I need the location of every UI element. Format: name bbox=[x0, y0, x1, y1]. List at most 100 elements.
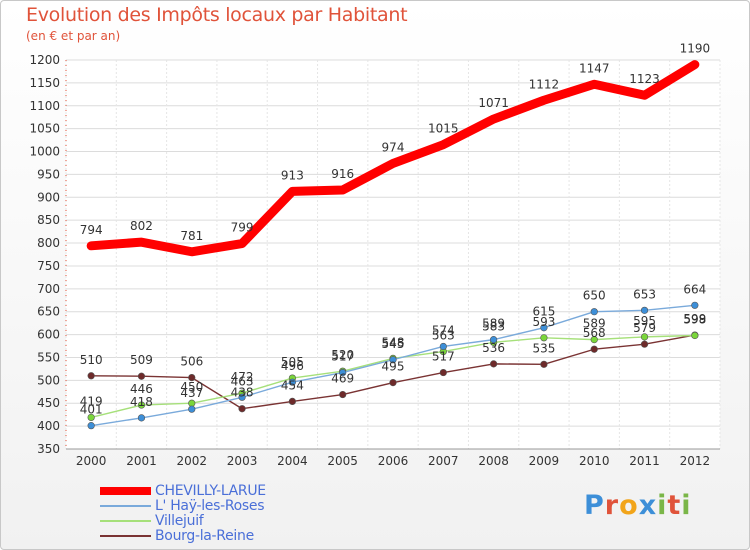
data-label-bourg-la-reine: 438 bbox=[231, 386, 254, 400]
y-tick-label: 550 bbox=[37, 350, 60, 364]
data-label-l-ha-les-roses: 496 bbox=[281, 359, 304, 373]
data-label-l-ha-les-roses: 653 bbox=[633, 287, 656, 301]
data-label-l-ha-les-roses: 418 bbox=[130, 395, 153, 409]
legend-swatch-villejuif bbox=[100, 520, 151, 522]
legend-swatch-lhay bbox=[100, 505, 151, 507]
data-label-villejuif: 446 bbox=[130, 382, 153, 396]
data-label-chevilly-larue: 1147 bbox=[579, 61, 610, 75]
data-label-bourg-la-reine: 568 bbox=[583, 326, 606, 340]
data-point-bourg-la-reine bbox=[439, 368, 447, 377]
data-label-bourg-la-reine: 510 bbox=[80, 353, 103, 367]
data-point-bourg-la-reine bbox=[188, 374, 196, 382]
x-tick-label: 2011 bbox=[629, 454, 660, 468]
data-point-bourg-la-reine bbox=[339, 390, 347, 399]
data-point-bourg-la-reine bbox=[590, 345, 598, 353]
legend-label-lhay: L' Haÿ-les-Roses bbox=[155, 498, 265, 514]
data-label-bourg-la-reine: 535 bbox=[532, 341, 555, 355]
y-tick-label: 600 bbox=[37, 328, 60, 342]
legend-swatch-chevilly bbox=[100, 487, 151, 495]
logo-letter: t bbox=[667, 490, 682, 521]
data-label-villejuif: 472 bbox=[231, 370, 254, 384]
data-point-bourg-la-reine bbox=[238, 405, 246, 413]
logo-letter: i bbox=[657, 490, 668, 521]
x-tick-label: 2009 bbox=[529, 454, 560, 468]
legend-label-villejuif: Villejuif bbox=[155, 513, 204, 529]
y-tick-label: 450 bbox=[37, 396, 60, 410]
x-tick-label: 2005 bbox=[327, 454, 358, 468]
data-label-villejuif: 419 bbox=[80, 394, 103, 408]
data-point-bourg-la-reine bbox=[490, 360, 498, 368]
logo-letter: P bbox=[584, 490, 605, 521]
data-point-bourg-la-reine bbox=[137, 372, 146, 380]
data-point-l-ha-les-roses bbox=[238, 393, 246, 401]
data-point-l-ha-les-roses bbox=[490, 336, 498, 344]
proxiti-logo: Proxiti bbox=[584, 490, 692, 521]
data-label-l-ha-les-roses: 615 bbox=[532, 305, 555, 319]
data-point-bourg-la-reine bbox=[389, 379, 397, 387]
data-label-l-ha-les-roses: 437 bbox=[180, 386, 203, 400]
data-label-bourg-la-reine: 509 bbox=[130, 353, 153, 367]
y-tick-label: 350 bbox=[37, 442, 60, 456]
data-point-villejuif bbox=[137, 401, 146, 409]
data-label-bourg-la-reine: 506 bbox=[180, 355, 203, 369]
data-label-chevilly-larue: 1015 bbox=[428, 122, 459, 136]
data-label-villejuif: 593 bbox=[532, 315, 555, 329]
data-label-l-ha-les-roses: 517 bbox=[331, 350, 354, 364]
x-tick-label: 2007 bbox=[428, 454, 459, 468]
data-point-l-ha-les-roses bbox=[691, 301, 699, 309]
data-point-bourg-la-reine bbox=[640, 340, 649, 348]
y-tick-label: 1050 bbox=[29, 122, 60, 136]
series-line-chevilly-larue bbox=[86, 60, 700, 257]
data-point-villejuif bbox=[590, 336, 598, 344]
x-tick-label: 2002 bbox=[176, 454, 207, 468]
data-label-villejuif: 563 bbox=[432, 329, 455, 343]
data-label-bourg-la-reine: 579 bbox=[633, 321, 656, 335]
data-label-villejuif: 589 bbox=[583, 317, 606, 331]
data-label-bourg-la-reine: 454 bbox=[281, 378, 304, 392]
logo-letter: x bbox=[638, 490, 658, 521]
data-label-villejuif: 583 bbox=[482, 319, 505, 333]
logo-letter: o bbox=[619, 490, 639, 521]
data-label-villejuif: 520 bbox=[331, 348, 354, 362]
data-label-chevilly-larue: 799 bbox=[231, 221, 254, 235]
data-point-villejuif bbox=[188, 399, 196, 407]
x-tick-label: 2006 bbox=[378, 454, 409, 468]
data-label-chevilly-larue: 781 bbox=[180, 229, 203, 243]
logo-letter: i bbox=[681, 490, 692, 521]
x-tick-label: 2001 bbox=[126, 454, 157, 468]
x-tick-label: 2008 bbox=[478, 454, 509, 468]
y-tick-label: 700 bbox=[37, 282, 60, 296]
data-label-bourg-la-reine: 599 bbox=[683, 312, 706, 326]
data-point-bourg-la-reine bbox=[288, 397, 296, 406]
data-point-l-ha-les-roses bbox=[339, 368, 347, 377]
data-point-l-ha-les-roses bbox=[87, 422, 95, 430]
data-point-l-ha-les-roses bbox=[590, 308, 598, 316]
data-label-l-ha-les-roses: 574 bbox=[432, 323, 455, 337]
data-label-bourg-la-reine: 536 bbox=[482, 341, 505, 355]
legend-label-bourg: Bourg-la-Reine bbox=[155, 528, 254, 544]
y-tick-label: 800 bbox=[37, 236, 60, 250]
y-tick-label: 1200 bbox=[29, 53, 60, 67]
chart-subtitle: (en € et par an) bbox=[26, 29, 121, 43]
data-label-chevilly-larue: 1123 bbox=[629, 72, 660, 86]
data-label-chevilly-larue: 802 bbox=[130, 219, 153, 233]
data-label-chevilly-larue: 916 bbox=[331, 167, 354, 181]
y-tick-label: 750 bbox=[37, 259, 60, 273]
data-label-l-ha-les-roses: 401 bbox=[80, 403, 103, 417]
data-point-villejuif bbox=[87, 413, 95, 422]
data-label-bourg-la-reine: 517 bbox=[432, 350, 455, 364]
data-label-chevilly-larue: 1071 bbox=[478, 96, 509, 110]
chart-title: Evolution des Impôts locaux par Habitant bbox=[26, 4, 408, 26]
data-point-villejuif bbox=[540, 334, 548, 342]
data-point-l-ha-les-roses bbox=[439, 342, 447, 351]
logo-letter: r bbox=[604, 490, 620, 521]
y-tick-label: 1000 bbox=[29, 145, 60, 159]
y-tick-label: 650 bbox=[37, 305, 60, 319]
data-label-l-ha-les-roses: 650 bbox=[583, 289, 606, 303]
data-label-villejuif: 598 bbox=[683, 313, 706, 327]
data-label-l-ha-les-roses: 545 bbox=[382, 337, 405, 351]
y-tick-label: 1100 bbox=[29, 99, 60, 113]
y-tick-label: 850 bbox=[37, 213, 60, 227]
data-label-l-ha-les-roses: 589 bbox=[482, 317, 505, 331]
